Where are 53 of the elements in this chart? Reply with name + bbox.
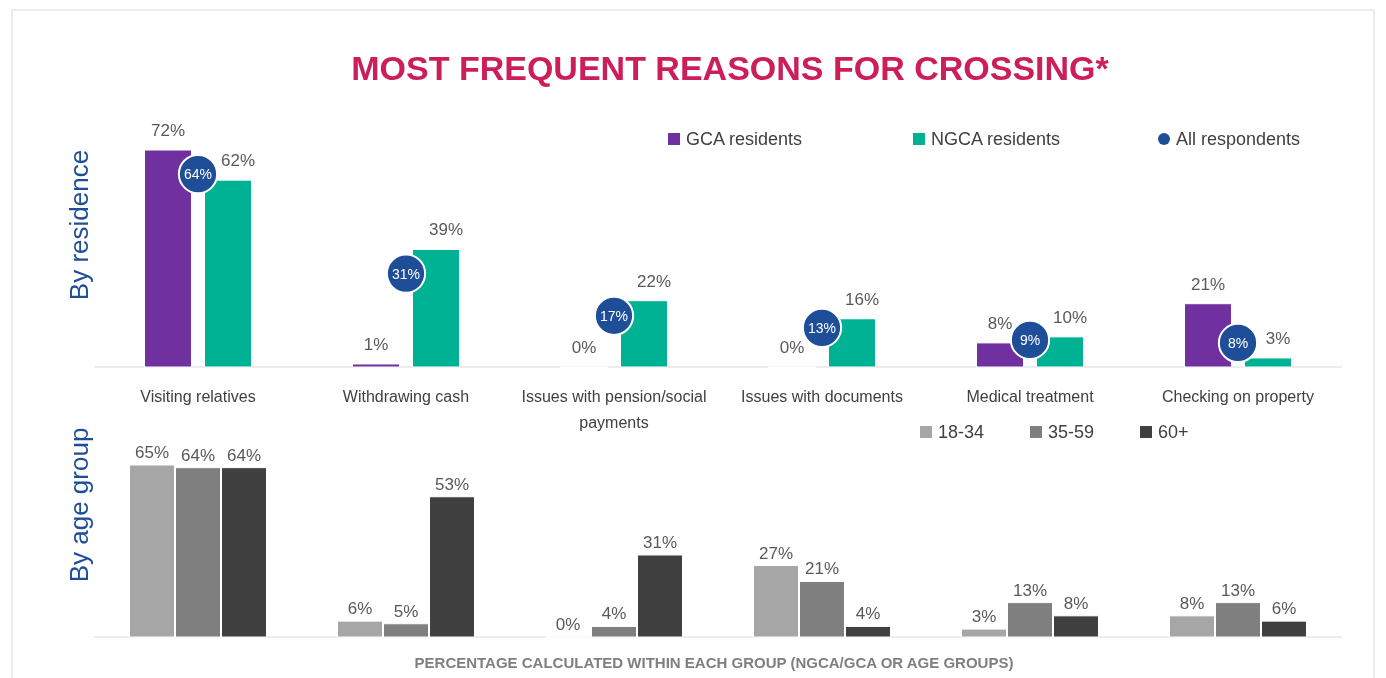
- data-label: 64%: [180, 445, 216, 465]
- data-label: 31%: [391, 265, 421, 282]
- x-tick-label: Issues with documents: [741, 388, 903, 405]
- data-label: 64%: [183, 166, 213, 183]
- data-label: 8%: [1063, 593, 1089, 613]
- data-label: 6%: [1271, 599, 1297, 619]
- data-label: 27%: [758, 543, 794, 563]
- legend-label: NGCA residents: [931, 129, 1061, 149]
- text: PERCENTAGE CALCULATED WITHIN EACH GROUP (NGCA/GCA OR AGE GROUPS): [414, 654, 1014, 671]
- data-label: 64%: [226, 445, 262, 465]
- y-axis-title: By age group: [64, 427, 94, 583]
- data-label: 0%: [779, 338, 805, 357]
- data-label: 6%: [347, 599, 373, 619]
- data-label: 72%: [150, 121, 186, 140]
- data-label: 3%: [1265, 328, 1291, 348]
- x-tick-label: Checking on property: [1161, 388, 1315, 405]
- legend-label: 35-59: [1048, 422, 1095, 442]
- data-label: 13%: [807, 319, 837, 336]
- x-tick-label: Issues with pension/social payments: [521, 388, 707, 431]
- data-label: 4%: [601, 604, 627, 624]
- x-tick-label: Medical treatment: [966, 388, 1095, 405]
- data-label: 39%: [428, 220, 464, 240]
- data-label: 10%: [1052, 307, 1088, 327]
- data-label: 13%: [1012, 580, 1048, 600]
- x-tick-label: Withdrawing cash: [342, 388, 470, 405]
- data-label: 31%: [642, 532, 678, 552]
- data-label: 3%: [971, 607, 997, 627]
- bar: [352, 363, 400, 368]
- data-label: 65%: [134, 443, 170, 462]
- data-label: 16%: [844, 289, 880, 309]
- data-label: 22%: [636, 271, 672, 291]
- data-label: 8%: [1179, 593, 1205, 613]
- data-label: 53%: [434, 474, 470, 494]
- x-tick-label: Visiting relatives: [140, 388, 256, 405]
- legend-label: 18-34: [938, 422, 985, 442]
- data-label: 1%: [363, 334, 389, 354]
- legend-label: GCA residents: [686, 129, 803, 149]
- data-label: 21%: [1190, 274, 1226, 294]
- data-label: 5%: [393, 601, 419, 621]
- data-label: 21%: [804, 559, 840, 579]
- data-label: 13%: [1220, 580, 1256, 600]
- data-label: 8%: [987, 313, 1013, 333]
- data-label: 4%: [855, 604, 881, 624]
- legend-label: 60+: [1158, 422, 1189, 442]
- y-axis-title: By residence: [64, 149, 94, 301]
- data-label: 0%: [555, 615, 581, 634]
- data-label: 62%: [220, 151, 256, 171]
- chart-title: MOST FREQUENT REASONS FOR CROSSING*: [351, 49, 1110, 87]
- data-label: 9%: [1019, 331, 1041, 348]
- data-label: 0%: [571, 338, 597, 357]
- data-label: 8%: [1227, 334, 1249, 351]
- legend-label: All respondents: [1176, 129, 1301, 149]
- data-label: 17%: [599, 307, 629, 324]
